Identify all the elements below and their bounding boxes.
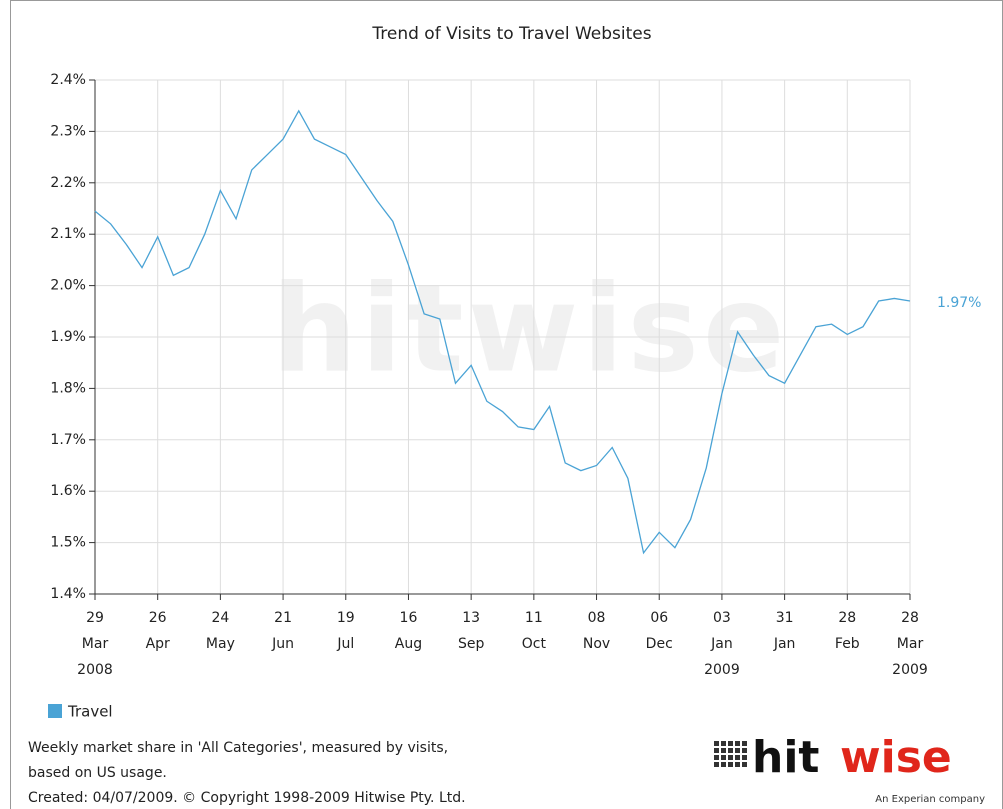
line	[94, 109, 911, 555]
note: Weekly market share in 'All Categories',…	[28, 740, 448, 756]
logo-dot	[735, 762, 740, 767]
legend-swatch	[48, 704, 62, 718]
y-tick-label: 1.6%	[50, 483, 86, 499]
logo-dot	[714, 762, 719, 767]
x-tick-label: Jul	[336, 636, 354, 652]
x-tick-label: Dec	[646, 636, 673, 652]
logo-dot	[742, 741, 747, 746]
y-tick-label: 1.7%	[50, 432, 86, 448]
y-tick-label: 1.9%	[50, 329, 86, 345]
x-tick-label: 26	[149, 610, 167, 626]
chart-title: Trend of Visits to Travel Websites	[371, 24, 651, 44]
logo-dot	[742, 748, 747, 753]
y-tick-label: 2.2%	[50, 175, 86, 191]
logo-dot	[728, 762, 733, 767]
x-tick-label: 16	[400, 610, 418, 626]
x-tick-label: May	[206, 636, 235, 652]
x-tick-label: Sep	[458, 636, 485, 652]
x-tick-label: Mar	[82, 636, 109, 652]
x-tick-label: Feb	[835, 636, 860, 652]
logo-dot	[721, 762, 726, 767]
logo-tagline: An Experian company	[875, 794, 985, 805]
x-tick-label: 08	[588, 610, 606, 626]
x-tick-label: Mar	[897, 636, 924, 652]
logo-dot	[728, 748, 733, 753]
x-tick-label: Oct	[522, 636, 547, 652]
x-tick-label: 06	[650, 610, 668, 626]
logo-dot	[735, 755, 740, 760]
x-tick-label: Jan	[710, 636, 733, 652]
x-tick-label: 21	[274, 610, 292, 626]
logo-dot	[728, 755, 733, 760]
y-tick-label: 1.8%	[50, 380, 86, 396]
logo-dot	[735, 748, 740, 753]
x-tick-label: 28	[838, 610, 856, 626]
y-tick-label: 1.4%	[50, 586, 86, 602]
x-tick-label: 2009	[704, 662, 740, 678]
note: Created: 04/07/2009. © Copyright 1998-20…	[28, 790, 466, 806]
logo-dot	[714, 741, 719, 746]
x-tick-label: 11	[525, 610, 543, 626]
x-tick-label: 2009	[892, 662, 928, 678]
y-tick-label: 2.0%	[50, 278, 86, 294]
y-tick-label: 2.1%	[50, 226, 86, 242]
x-tick-label: Aug	[395, 636, 422, 652]
x-tick-label: 13	[462, 610, 480, 626]
logo-dot	[721, 741, 726, 746]
logo-dot	[742, 755, 747, 760]
logo-dot	[714, 755, 719, 760]
logo-dot	[735, 741, 740, 746]
x-tick-label: 29	[86, 610, 104, 626]
logo-dot	[714, 748, 719, 753]
note: based on US usage.	[28, 765, 167, 781]
frame	[10, 0, 1003, 809]
y-tick-label: 1.5%	[50, 535, 86, 551]
x-tick-label: Apr	[146, 636, 170, 652]
x-tick-label: 31	[776, 610, 794, 626]
legend-label: Travel	[67, 703, 113, 721]
watermark: hitwise	[272, 261, 789, 400]
logo-dot	[721, 748, 726, 753]
logo-dot	[742, 762, 747, 767]
end-label: 1.97%	[937, 295, 981, 311]
logo-dot	[728, 741, 733, 746]
logo-hit: hit	[752, 732, 819, 783]
x-tick-label: Jun	[271, 636, 294, 652]
x-tick-label: 24	[211, 610, 229, 626]
logo-wise: wise	[840, 732, 952, 783]
x-tick-label: Nov	[583, 636, 610, 652]
y-tick-label: 2.3%	[50, 123, 86, 139]
x-tick-label: 28	[901, 610, 919, 626]
y-tick-label: 2.4%	[50, 72, 86, 88]
x-tick-label: 19	[337, 610, 355, 626]
x-tick-label: 2008	[77, 662, 113, 678]
x-tick-label: Jan	[773, 636, 796, 652]
x-tick-label: 03	[713, 610, 731, 626]
logo-dot	[721, 755, 726, 760]
